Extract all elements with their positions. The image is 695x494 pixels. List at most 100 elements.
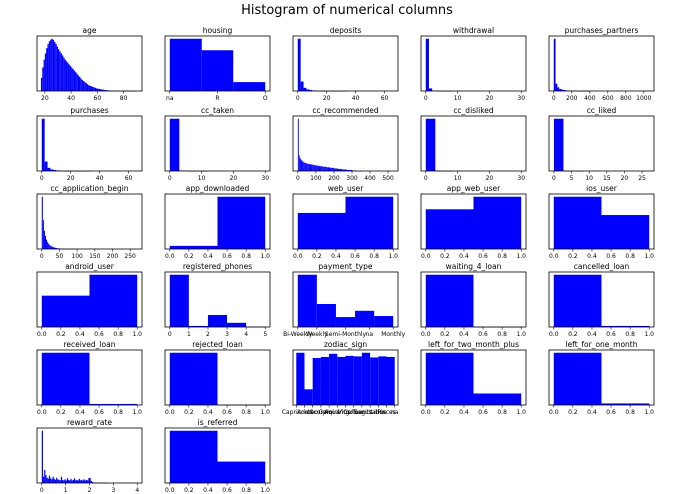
histogram-bar: [62, 479, 64, 483]
histogram-bar: [41, 430, 43, 483]
histogram-bar: [47, 167, 51, 171]
histogram-bar: [425, 118, 436, 171]
histogram-bar: [101, 89, 103, 91]
histogram-bar: [83, 479, 85, 483]
histogram-bar: [311, 164, 313, 171]
histogram-bar: [73, 478, 76, 483]
x-tick-label: Aries: [297, 409, 312, 416]
histogram-bar: [73, 70, 76, 91]
histogram-bar: [88, 85, 90, 91]
x-tick-label: 25: [638, 175, 646, 182]
histogram-bar: [69, 480, 71, 483]
axes-frame: [548, 271, 655, 328]
histogram-bar: [89, 85, 91, 91]
histogram-bar: [79, 76, 81, 91]
x-tick-label: 1.0: [644, 331, 654, 338]
x-tick-label: 0.6: [350, 253, 360, 260]
x-tick-label: 1.0: [260, 409, 270, 416]
x-tick-label: Libra: [371, 409, 386, 416]
x-tick-label: 60: [381, 95, 389, 102]
histogram-bar: [374, 316, 394, 327]
x-tick-label: 0.8: [625, 253, 635, 260]
x-tick-label: 500: [382, 175, 394, 182]
subplot-app-web-user: app_web_user 0.0 0.2 0.4 0.6 0.8 1.0: [420, 184, 527, 260]
axes-frame: [36, 193, 143, 250]
x-tick-label: 0.0: [165, 409, 175, 416]
histogram-bar: [342, 169, 343, 171]
histogram-bar: [70, 478, 72, 483]
histogram-bar: [81, 80, 83, 91]
histogram-bar: [51, 479, 53, 483]
histogram-bar: [333, 168, 335, 171]
histogram-bar: [85, 479, 88, 483]
x-tick-label: Virgo: [338, 409, 354, 416]
histogram-bar: [378, 356, 387, 405]
histogram-bar: [320, 356, 330, 405]
x-tick-label: 20: [323, 95, 331, 102]
histogram-bar: [303, 162, 305, 171]
x-tick-label: Weekly: [306, 331, 328, 338]
histogram-bar: [169, 352, 218, 405]
histogram-bar: [337, 356, 346, 405]
histogram-bar: [188, 325, 208, 327]
x-tick-label: 0.4: [459, 409, 469, 416]
x-tick-label: Scorpio: [310, 409, 333, 416]
x-tick-label: 0.4: [587, 409, 597, 416]
histogram-bar: [50, 39, 52, 91]
x-tick-label: 800: [620, 95, 632, 102]
x-tick-label: 400: [364, 175, 376, 182]
x-tick-label: 30: [261, 175, 269, 182]
subplot-title: cc_recommended: [312, 106, 379, 115]
histogram-bar: [297, 118, 299, 171]
x-tick-label: Monthly: [381, 331, 405, 338]
subplot-left-for-two-month-plus: left_for_two_month_plus 0.0 0.2 0.4 0.6 0.8 1.…: [420, 340, 527, 416]
histogram-bar: [52, 39, 55, 91]
histogram-bar: [69, 65, 72, 91]
histogram-bar: [343, 169, 345, 171]
histogram-bar: [46, 48, 48, 91]
x-tick-label: 0.2: [568, 331, 578, 338]
histogram-bar: [61, 55, 64, 91]
x-tick-label: 0.6: [478, 409, 488, 416]
subplot-rejected-loan: rejected_loan 0.0 0.2 0.4 0.6 0.8 1.0: [164, 340, 271, 416]
histogram-bar: [324, 166, 326, 171]
histogram-bar: [42, 67, 44, 91]
subplot-title: reward_rate: [67, 418, 112, 427]
x-tick-label: 200: [566, 95, 578, 102]
histogram-bar: [305, 163, 306, 171]
histogram-bar: [43, 59, 45, 91]
histogram-bar: [310, 164, 312, 171]
x-tick-label: 0.6: [222, 409, 232, 416]
histogram-bar: [58, 479, 60, 483]
histogram-bar: [331, 167, 333, 171]
x-tick-label: 0.4: [459, 331, 469, 338]
subplot-title: cc_taken: [201, 106, 234, 115]
histogram-bar: [46, 477, 48, 483]
subplot-cc-recommended: cc_recommended 0 100 200 300 400 500: [292, 106, 399, 182]
histogram-bar: [54, 479, 57, 483]
histogram-bar: [54, 41, 56, 91]
subplot-android-user: android_user 0.0 0.2 0.4 0.6 0.8 1.0: [36, 262, 143, 338]
histogram-bar: [344, 169, 346, 171]
histogram-bar: [44, 161, 48, 171]
histogram-bar: [305, 163, 307, 171]
x-tick-label: 1.0: [388, 253, 398, 260]
x-tick-label: 0.0: [549, 253, 559, 260]
x-tick-label: 5: [570, 175, 574, 182]
subplot-title: deposits: [330, 26, 362, 35]
x-tick-label: 0.6: [606, 331, 616, 338]
x-tick-label: Bi-Weekly: [283, 331, 313, 338]
x-tick-label: 20: [230, 175, 238, 182]
histogram-bar: [97, 88, 99, 91]
histogram-bar: [105, 90, 107, 91]
histogram-bar: [300, 159, 302, 171]
x-tick-label: 0: [296, 95, 300, 102]
axes-frame: [420, 35, 527, 92]
x-tick-label: 10: [198, 175, 206, 182]
x-tick-label: 0.0: [421, 253, 431, 260]
histogram-bar: [306, 89, 310, 91]
subplot-title: cc_liked: [587, 106, 617, 115]
subplot-title: left_for_one_month: [565, 340, 637, 349]
histogram-bar: [59, 480, 61, 483]
